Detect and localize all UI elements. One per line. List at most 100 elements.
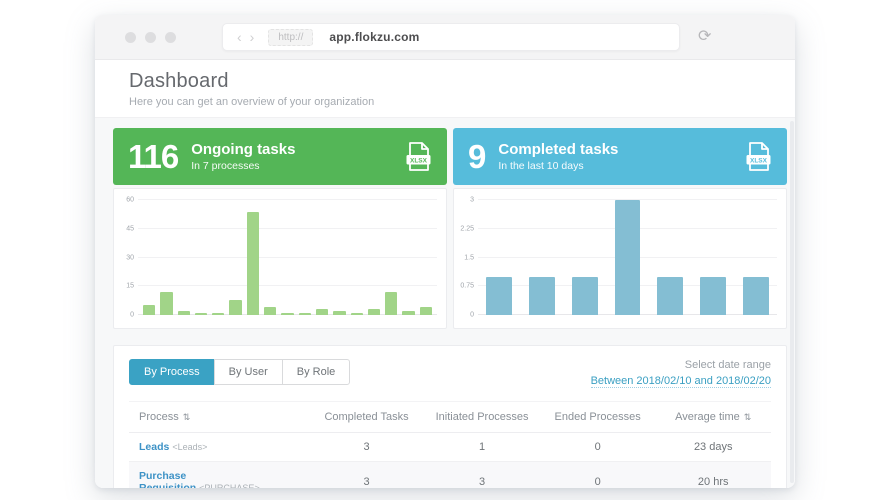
date-range-link[interactable]: Between 2018/02/10 and 2018/02/20: [590, 375, 771, 388]
bar: [298, 313, 311, 315]
process-table: Process ⇅ Completed Tasks Initiated Proce…: [129, 401, 771, 488]
tab-by-process[interactable]: By Process: [129, 359, 215, 385]
bar: [571, 276, 598, 315]
process-code: <PURCHASE>: [199, 483, 260, 488]
gridline: [138, 227, 437, 229]
bar: [281, 313, 294, 315]
tab-by-role[interactable]: By Role: [281, 359, 351, 385]
scrollbar[interactable]: [790, 121, 794, 483]
bar: [315, 309, 329, 315]
xlsx-export-icon[interactable]: XLSX: [745, 141, 772, 172]
gridline: [478, 199, 777, 200]
date-range: Select date range Between 2018/02/10 and…: [590, 359, 771, 389]
y-axis: 0 0.75 1.5 2.25 3: [459, 196, 478, 319]
bar: [194, 313, 208, 315]
tab-by-user[interactable]: By User: [213, 359, 283, 385]
y-tick-label: 1.5: [464, 254, 474, 261]
gridline: [138, 256, 437, 258]
bar: [700, 276, 727, 315]
report-tabs: By Process By User By Role: [129, 359, 351, 385]
table-row: Leads <Leads> 3 1 0 23 days: [129, 432, 771, 462]
bar: [657, 276, 684, 315]
refresh-icon[interactable]: ⟳: [698, 28, 712, 45]
window-control-dot[interactable]: [165, 31, 176, 43]
gridline: [138, 199, 437, 200]
process-link[interactable]: Purchase Requisition: [139, 470, 197, 488]
bar: [419, 307, 433, 315]
date-range-label: Select date range: [684, 359, 771, 371]
y-tick-label: 15: [126, 282, 134, 290]
charts-row: 0 15 30 45 60 0 0.75 1.5 2.25 3: [113, 188, 787, 329]
y-tick-label: 30: [126, 254, 134, 261]
bar: [528, 276, 555, 315]
ongoing-tasks-subtitle: In 7 processes: [191, 159, 260, 172]
bar: [177, 311, 190, 315]
bar: [743, 276, 770, 315]
completed-tasks-title: Completed tasks: [498, 141, 619, 159]
process-code: <Leads>: [172, 442, 208, 452]
url-text[interactable]: app.flokzu.com: [329, 30, 420, 44]
y-tick-label: 3: [470, 196, 474, 204]
plot-area: [138, 199, 437, 315]
bar: [212, 313, 225, 315]
window-control-dot[interactable]: [145, 31, 156, 43]
y-tick-label: 0: [470, 311, 474, 319]
browser-chrome: ‹ › http:// app.flokzu.com ⟳: [95, 15, 795, 60]
ended-processes-cell: 0: [539, 461, 656, 488]
initiated-processes-cell: 3: [424, 461, 540, 488]
protocol-chip: http://: [268, 28, 314, 46]
column-header-ended-processes: Ended Processes: [539, 401, 656, 433]
summary-cards: 116 Ongoing tasks In 7 processes XLSX 9 …: [113, 128, 787, 185]
table-header-row: Process ⇅ Completed Tasks Initiated Proce…: [129, 401, 771, 433]
completed-tasks-subtitle: In the last 10 days: [498, 159, 584, 172]
column-header-initiated-processes: Initiated Processes: [424, 401, 540, 433]
back-icon[interactable]: ‹: [237, 29, 242, 45]
page-header: Dashboard Here you can get an overview o…: [95, 60, 795, 118]
ongoing-tasks-chart-panel: 0 15 30 45 60: [113, 188, 447, 329]
completed-tasks-chart: 0 0.75 1.5 2.25 3: [459, 196, 777, 319]
y-tick-label: 0: [130, 311, 134, 319]
bar: [333, 311, 346, 315]
address-bar[interactable]: ‹ › http:// app.flokzu.com: [222, 23, 680, 51]
table-row: Purchase Requisition <PURCHASE> 3 3 0 20 …: [129, 461, 771, 488]
ongoing-tasks-count: 116: [128, 137, 179, 175]
completed-tasks-chart-panel: 0 0.75 1.5 2.25 3: [453, 188, 787, 329]
column-header-process[interactable]: Process ⇅: [129, 401, 309, 433]
ended-processes-cell: 0: [539, 432, 656, 462]
average-time-cell: 20 hrs: [655, 461, 771, 488]
bars: [143, 200, 433, 315]
ongoing-tasks-card: 116 Ongoing tasks In 7 processes XLSX: [113, 128, 447, 185]
page-subtitle: Here you can get an overview of your org…: [129, 96, 375, 108]
bar: [160, 292, 173, 315]
column-header-average-time[interactable]: Average time ⇅: [655, 401, 771, 433]
bar: [385, 292, 398, 315]
bar: [264, 307, 277, 315]
window-controls: [125, 31, 176, 43]
report-panel: By Process By User By Role Select date r…: [113, 345, 787, 488]
sort-icon[interactable]: ⇅: [182, 412, 191, 422]
ongoing-tasks-title: Ongoing tasks: [191, 141, 296, 159]
y-axis: 0 15 30 45 60: [119, 197, 138, 319]
bar: [350, 313, 363, 315]
xlsx-export-icon[interactable]: XLSX: [405, 141, 432, 172]
sort-icon[interactable]: ⇅: [743, 412, 752, 422]
completed-tasks-count: 9: [468, 137, 486, 175]
process-link[interactable]: Leads: [139, 441, 170, 453]
bar: [402, 311, 415, 315]
page-title: Dashboard: [129, 70, 229, 92]
average-time-cell: 23 days: [655, 432, 771, 462]
y-tick-label: 0.75: [460, 282, 474, 290]
xlsx-icon-label: XLSX: [410, 157, 428, 164]
gridline: [138, 285, 437, 287]
ongoing-tasks-chart: 0 15 30 45 60: [119, 197, 437, 319]
bars: [483, 200, 772, 315]
bar: [367, 309, 381, 315]
bar: [614, 200, 641, 315]
completed-tasks-cell: 3: [308, 461, 425, 488]
bar: [143, 305, 156, 315]
bar: [486, 276, 512, 315]
forward-icon[interactable]: ›: [249, 29, 255, 45]
completed-tasks-cell: 3: [308, 432, 425, 462]
window-control-dot[interactable]: [125, 31, 136, 43]
xlsx-icon-label: XLSX: [750, 157, 768, 164]
